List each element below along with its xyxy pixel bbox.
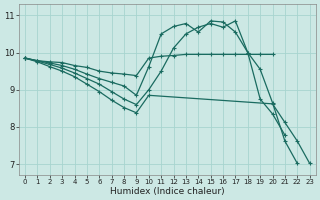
X-axis label: Humidex (Indice chaleur): Humidex (Indice chaleur) (110, 187, 225, 196)
